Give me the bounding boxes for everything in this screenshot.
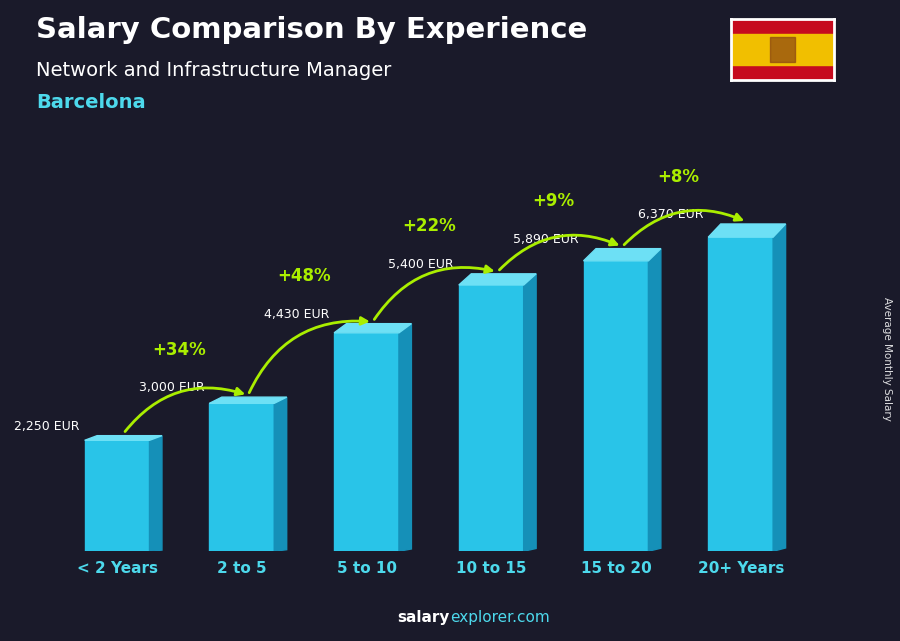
Polygon shape (399, 324, 411, 551)
Polygon shape (210, 397, 287, 403)
Text: +34%: +34% (153, 340, 206, 359)
Polygon shape (210, 403, 274, 551)
Polygon shape (583, 249, 661, 261)
Polygon shape (334, 333, 399, 551)
Bar (770, 37, 795, 62)
Text: Barcelona: Barcelona (36, 93, 146, 112)
Polygon shape (459, 285, 524, 551)
Polygon shape (149, 436, 162, 551)
Text: 5,890 EUR: 5,890 EUR (513, 233, 579, 246)
Polygon shape (583, 261, 648, 551)
Text: 5,400 EUR: 5,400 EUR (388, 258, 454, 271)
Bar (731, 35, 834, 65)
Text: +8%: +8% (657, 167, 699, 185)
Polygon shape (648, 249, 661, 551)
Text: +22%: +22% (402, 217, 455, 235)
Polygon shape (274, 397, 287, 551)
Polygon shape (708, 237, 773, 551)
Polygon shape (85, 440, 149, 551)
Text: Salary Comparison By Experience: Salary Comparison By Experience (36, 16, 587, 44)
Text: +48%: +48% (277, 267, 331, 285)
Polygon shape (708, 224, 786, 237)
Text: 6,370 EUR: 6,370 EUR (638, 208, 703, 221)
Polygon shape (334, 324, 411, 333)
Text: Average Monthly Salary: Average Monthly Salary (881, 297, 892, 421)
Polygon shape (524, 274, 536, 551)
Text: 2,250 EUR: 2,250 EUR (14, 420, 80, 433)
Text: +9%: +9% (533, 192, 575, 210)
Polygon shape (85, 436, 162, 440)
Text: 4,430 EUR: 4,430 EUR (264, 308, 329, 320)
Text: Network and Infrastructure Manager: Network and Infrastructure Manager (36, 61, 392, 80)
Polygon shape (459, 274, 536, 285)
Text: salary: salary (398, 610, 450, 625)
Text: explorer.com: explorer.com (450, 610, 550, 625)
Text: 3,000 EUR: 3,000 EUR (139, 381, 204, 394)
Polygon shape (773, 224, 786, 551)
